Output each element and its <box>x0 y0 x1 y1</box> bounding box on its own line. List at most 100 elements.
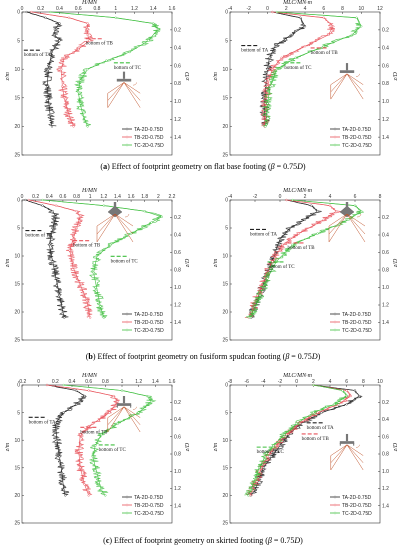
y2-tick-label: 1.4 <box>174 320 181 326</box>
y2-tick-label: 1.0 <box>382 285 389 291</box>
y-tick-label: 15 <box>222 96 228 102</box>
data-point <box>58 39 61 42</box>
y-tick-label: 15 <box>222 282 228 288</box>
data-point <box>355 16 358 19</box>
series-TB <box>244 198 342 319</box>
legend-entry: TB-2D-0.75D <box>134 320 164 326</box>
series-mean-line <box>63 384 152 496</box>
data-point <box>116 422 119 425</box>
y-tick-label: 5 <box>17 410 20 416</box>
data-point <box>269 85 272 88</box>
data-point <box>79 102 82 105</box>
data-point <box>75 226 78 230</box>
series-TC <box>62 383 157 497</box>
x-tick-label: 0.4 <box>56 6 63 12</box>
data-point <box>278 238 282 241</box>
data-point <box>63 56 66 59</box>
y2-axis-label: z/D <box>185 72 191 82</box>
y2-tick-label: 0.6 <box>382 63 389 69</box>
series-noise-line <box>246 384 363 496</box>
legend-entry: TA-2D-0.75D <box>134 495 163 501</box>
data-point <box>288 226 292 230</box>
data-point <box>252 310 255 314</box>
y2-tick-label: 0.6 <box>382 250 389 256</box>
x-tick-label: 1 <box>121 379 124 385</box>
y-tick-label: 25 <box>14 521 20 527</box>
data-point <box>79 433 82 436</box>
x-tick-label: 8 <box>379 194 382 200</box>
data-point <box>75 210 78 213</box>
annotation-label: bottom of TC <box>111 259 139 264</box>
data-point <box>63 316 66 319</box>
data-point <box>47 68 50 71</box>
y2-tick-label: 1.0 <box>382 99 389 105</box>
annotation-label: bottom of TA <box>25 234 52 239</box>
data-point <box>83 483 86 486</box>
data-point <box>51 210 54 213</box>
chart-c-left: -0.2 0 0.2 0.4 0.6 0.8 1 1.2 1.4 1.6H/MN051015202… <box>5 373 191 527</box>
y-tick-label: 20 <box>14 493 20 499</box>
x-tick-label: 1.6 <box>169 6 176 12</box>
y-tick-label: 5 <box>225 38 228 44</box>
x-tick-label: 12 <box>377 6 383 12</box>
data-point <box>92 271 95 274</box>
x-tick-label: 0.6 <box>59 194 66 200</box>
data-point <box>68 249 71 252</box>
series-noise-line <box>25 11 63 127</box>
data-point <box>312 411 315 414</box>
data-point <box>143 210 146 213</box>
data-point <box>41 198 44 202</box>
x-tick-label: 8 <box>362 379 365 385</box>
data-point <box>105 59 108 62</box>
y2-tick-label: 0.8 <box>174 268 181 274</box>
data-point <box>25 10 28 14</box>
legend-entry: TB-2D-0.75D <box>342 503 372 509</box>
y2-tick-label: 0.6 <box>382 434 389 440</box>
legend-marker <box>125 511 129 515</box>
data-point <box>295 422 298 425</box>
y-tick-label: 5 <box>17 226 20 232</box>
data-point <box>114 16 117 19</box>
legend-marker <box>333 503 337 507</box>
y-tick-label: 25 <box>14 153 20 159</box>
data-point <box>129 232 133 235</box>
series-noise-line <box>41 199 163 318</box>
data-point <box>297 232 300 235</box>
data-point <box>350 33 353 36</box>
footing-schematic <box>330 433 364 471</box>
data-point <box>322 45 325 48</box>
legend-marker <box>333 495 337 499</box>
x-axis-label: H/MN <box>81 188 98 194</box>
x-tick-label: 2 <box>304 194 307 200</box>
footing-schematic <box>330 63 364 100</box>
data-point <box>60 68 63 71</box>
y2-tick-label: 0.4 <box>382 417 389 423</box>
legend: TA-2D-0.75D TB-2D-0.75D TC-2D-0.75D <box>122 495 164 517</box>
data-point <box>316 232 319 235</box>
data-point <box>61 310 65 314</box>
data-point <box>150 221 153 224</box>
y2-tick-label: 1.2 <box>382 486 389 492</box>
data-point <box>299 16 302 19</box>
annotation-label: bottom of TB <box>302 437 330 442</box>
y-axis-label: z/m <box>213 72 219 82</box>
legend-entry: TC-2D-0.75D <box>134 511 164 517</box>
data-point <box>281 243 284 246</box>
data-point <box>294 56 297 59</box>
legend-marker <box>333 511 337 515</box>
y-tick-label: 10 <box>14 438 20 444</box>
data-point <box>94 444 97 447</box>
x-tick-label: 1.2 <box>135 379 142 385</box>
x-tick-label: 1.4 <box>114 194 121 200</box>
data-point <box>303 218 307 221</box>
legend-marker <box>125 127 129 131</box>
x-tick-label: 4 <box>329 194 332 200</box>
legend: TA-2D-0.75D TB-2D-0.75D TC-2D-0.75D <box>330 495 372 517</box>
legend-marker <box>125 312 129 316</box>
series-TA <box>45 383 88 497</box>
y2-tick-label: 1.2 <box>174 486 181 492</box>
data-point <box>263 455 267 458</box>
data-point <box>67 16 70 19</box>
x-tick-label: -2 <box>278 379 283 385</box>
